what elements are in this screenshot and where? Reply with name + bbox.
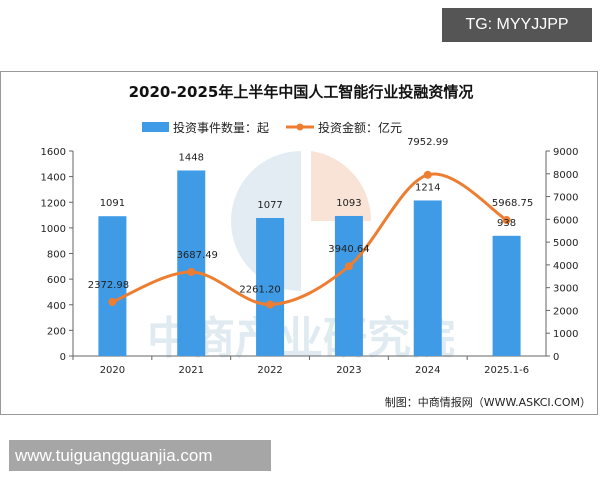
y-left-tick-label: 600 bbox=[47, 275, 66, 286]
bar-label: 1091 bbox=[100, 198, 125, 209]
chart: 中商产业研究院 2020-2025年上半年中国人工智能行业投融资情况 投资事件数… bbox=[41, 83, 591, 409]
line-label: 2372.98 bbox=[88, 280, 129, 291]
legend-line-label: 投资金额：亿元 bbox=[318, 120, 402, 135]
x-tick-label: 2021 bbox=[179, 365, 204, 376]
line-point bbox=[187, 268, 196, 277]
chart-frame: 中商产业研究院 2020-2025年上半年中国人工智能行业投融资情况 投资事件数… bbox=[0, 71, 598, 415]
y-right-tick-label: 3000 bbox=[553, 284, 578, 295]
line-point bbox=[266, 300, 275, 309]
bar bbox=[177, 170, 206, 356]
line-point bbox=[423, 170, 432, 179]
bar-label: 938 bbox=[497, 218, 516, 229]
y-right-tick-label: 5000 bbox=[553, 238, 578, 249]
x-tick-label: 2023 bbox=[336, 365, 361, 376]
x-tick-label: 2024 bbox=[415, 365, 440, 376]
y-left-tick-label: 1200 bbox=[41, 198, 66, 209]
line-label: 5968.75 bbox=[492, 198, 533, 209]
y-right-tick-label: 8000 bbox=[553, 170, 578, 181]
y-right-tick-label: 0 bbox=[553, 352, 559, 363]
line-label: 7952.99 bbox=[407, 137, 448, 148]
line-label: 3687.49 bbox=[177, 250, 218, 261]
bar-label: 1214 bbox=[415, 182, 440, 193]
y-right-tick-label: 9000 bbox=[553, 147, 578, 158]
x-tick-label: 2022 bbox=[257, 365, 282, 376]
y-left-tick-label: 1600 bbox=[41, 147, 66, 158]
amount-line bbox=[111, 172, 508, 306]
y-left-tick-label: 800 bbox=[47, 250, 66, 261]
bar-label: 1448 bbox=[179, 152, 204, 163]
line-point bbox=[344, 262, 353, 271]
line-label: 3940.64 bbox=[328, 244, 369, 255]
legend-line-marker bbox=[296, 123, 304, 131]
chart-title: 2020-2025年上半年中国人工智能行业投融资情况 bbox=[129, 83, 474, 101]
y-right-tick-label: 2000 bbox=[553, 306, 578, 317]
tg-label: TG: MYYJJPP bbox=[442, 8, 592, 42]
bar bbox=[413, 200, 442, 356]
y-left-tick-label: 1000 bbox=[41, 224, 66, 235]
bar bbox=[492, 235, 521, 356]
line-point bbox=[108, 297, 117, 306]
bar bbox=[334, 215, 363, 356]
legend-bar-label: 投资事件数量：起 bbox=[173, 120, 269, 135]
y-right-tick-label: 6000 bbox=[553, 215, 578, 226]
source-note: 制图：中商情报网（WWW.ASKCI.COM） bbox=[385, 395, 591, 409]
y-left-tick-label: 0 bbox=[60, 352, 66, 363]
legend: 投资事件数量：起 投资金额：亿元 bbox=[142, 120, 402, 135]
line-label: 2261.20 bbox=[239, 284, 280, 295]
bar-label: 1093 bbox=[336, 198, 361, 209]
x-tick-label: 2020 bbox=[100, 365, 125, 376]
y-left-tick-label: 1400 bbox=[41, 173, 66, 184]
bar bbox=[98, 216, 127, 356]
y-right-tick-label: 7000 bbox=[553, 193, 578, 204]
x-tick-label: 2025.1-6 bbox=[484, 365, 529, 376]
y-left-tick-label: 200 bbox=[47, 326, 66, 337]
bar-label: 1077 bbox=[257, 200, 282, 211]
y-left-tick-label: 400 bbox=[47, 301, 66, 312]
bar bbox=[256, 218, 285, 356]
y-right-tick-label: 4000 bbox=[553, 261, 578, 272]
site-label: www.tuiguangguanjia.com bbox=[9, 440, 271, 471]
legend-bar-swatch bbox=[142, 122, 169, 132]
line-point bbox=[502, 216, 511, 225]
y-right-tick-label: 1000 bbox=[553, 329, 578, 340]
